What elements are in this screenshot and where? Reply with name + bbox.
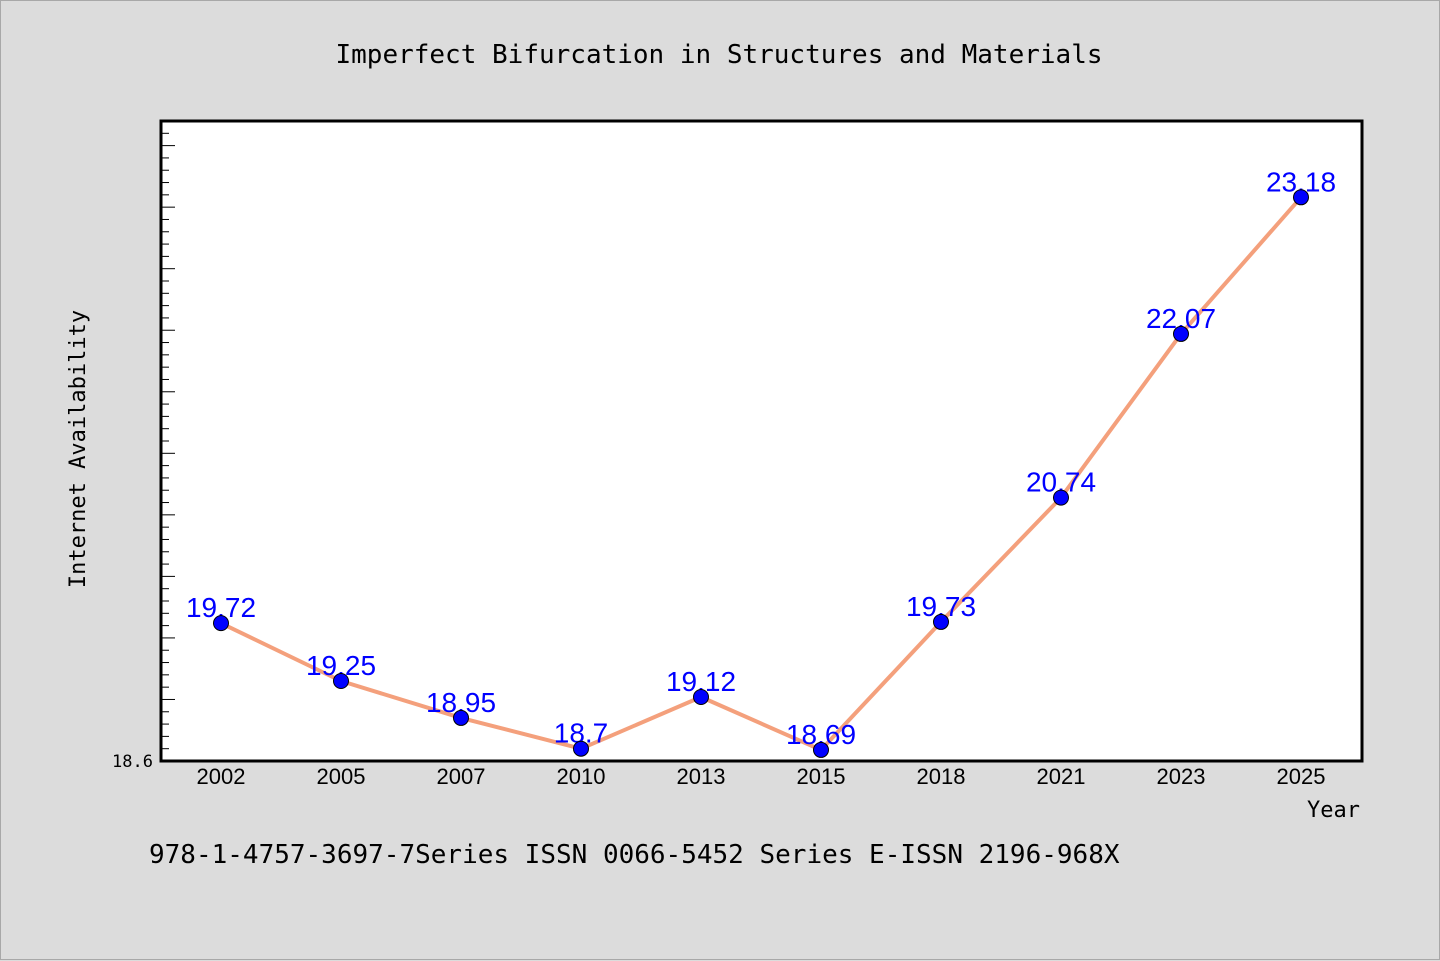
x-tick-label: 2005 [317, 764, 366, 789]
x-tick-label: 2025 [1277, 764, 1326, 789]
data-point-marker [693, 689, 709, 705]
x-tick-label: 2018 [917, 764, 966, 789]
data-point-marker [1173, 325, 1189, 342]
y-axis-min-label: 18.6 [112, 752, 153, 772]
data-point-marker [453, 709, 469, 726]
data-point-marker [933, 613, 949, 630]
data-point-marker [813, 741, 829, 758]
plot-area [161, 121, 1362, 761]
x-axis-tick-labels: 2002 2005 2007 2010 2013 2015 2018 2021 2023 2025 [197, 764, 1326, 789]
x-tick-label: 2007 [437, 764, 486, 789]
y-axis-label: Internet Availability [66, 310, 91, 588]
plot-border [159, 119, 1364, 763]
data-point-marker [333, 673, 349, 689]
data-point-marker [213, 615, 229, 632]
x-axis-label: Year [1307, 798, 1360, 823]
series-line-group [219, 195, 1303, 752]
x-tick-label: 2023 [1157, 764, 1206, 789]
data-markers [213, 189, 1309, 758]
x-tick-label: 2015 [797, 764, 846, 789]
data-point-marker [1053, 489, 1069, 506]
data-point-marker [1293, 189, 1309, 206]
x-tick-label: 2021 [1037, 764, 1086, 789]
x-tick-label: 2013 [677, 764, 726, 789]
series-line [219, 195, 1303, 752]
data-point-marker [573, 740, 589, 757]
data-labels: 19.7219.2518.9518.719.1218.6919.7320.742… [186, 166, 1336, 750]
x-tick-label: 2002 [197, 764, 246, 789]
x-tick-label: 2010 [557, 764, 606, 789]
chart-title: Imperfect Bifurcation in Structures and … [335, 40, 1102, 70]
footer-isbn-text: 978-1-4757-3697-7Series ISSN 0066-5452 S… [149, 840, 1120, 870]
